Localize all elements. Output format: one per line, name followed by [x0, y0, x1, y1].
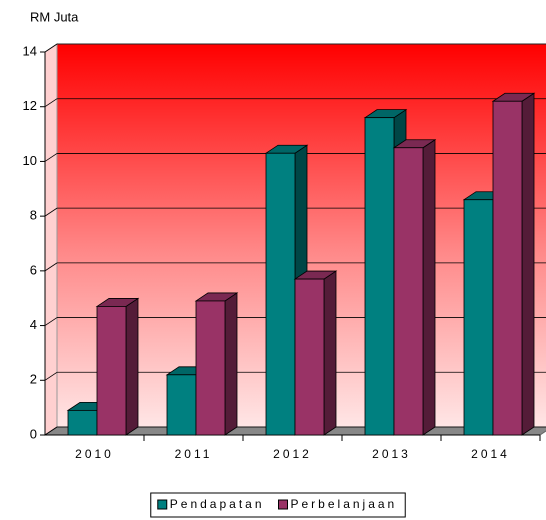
grid-line — [44, 262, 58, 272]
y-tick-label: 8 — [30, 208, 37, 223]
grid-line — [44, 207, 58, 217]
bar — [463, 199, 494, 436]
grid-line — [44, 371, 58, 381]
bar — [67, 409, 98, 436]
y-tick-label: 4 — [30, 317, 37, 332]
bar-side — [521, 92, 535, 436]
bar — [166, 374, 197, 436]
bar — [393, 147, 424, 436]
grid-line — [44, 426, 58, 436]
grid-line — [44, 153, 58, 162]
legend-label: Perbelanjaan — [291, 497, 398, 511]
bar-side — [422, 139, 436, 436]
grid-line — [44, 317, 58, 326]
y-tick-label: 14 — [23, 43, 37, 58]
x-tick-label: 2012 — [273, 447, 312, 461]
bar — [294, 278, 325, 436]
y-tick-label: 10 — [23, 153, 37, 168]
legend: Pendapatan Perbelanjaan — [150, 492, 406, 518]
bar — [364, 117, 395, 436]
legend-swatch — [278, 499, 288, 510]
bar-side — [125, 297, 139, 436]
x-tick-label: 2011 — [175, 447, 213, 461]
bar — [195, 300, 226, 436]
y-tick-label: 6 — [30, 262, 37, 277]
y-tick-label: 12 — [23, 98, 37, 113]
bar-side — [224, 292, 238, 436]
grid-line — [44, 98, 58, 108]
y-axis-label: RM Juta — [30, 9, 79, 24]
legend-swatch — [157, 499, 168, 510]
bar — [492, 100, 523, 436]
bar-side — [323, 270, 337, 436]
y-tick-label: 2 — [30, 372, 37, 387]
bar — [265, 152, 296, 436]
bar — [96, 306, 127, 436]
legend-label: Pendapatan — [170, 497, 265, 511]
x-tick-label: 2014 — [471, 447, 510, 461]
x-tick-label: 2013 — [372, 447, 411, 461]
grid-line — [44, 43, 58, 53]
y-tick-label: 0 — [30, 426, 37, 441]
x-tick-label: 2010 — [75, 447, 114, 461]
